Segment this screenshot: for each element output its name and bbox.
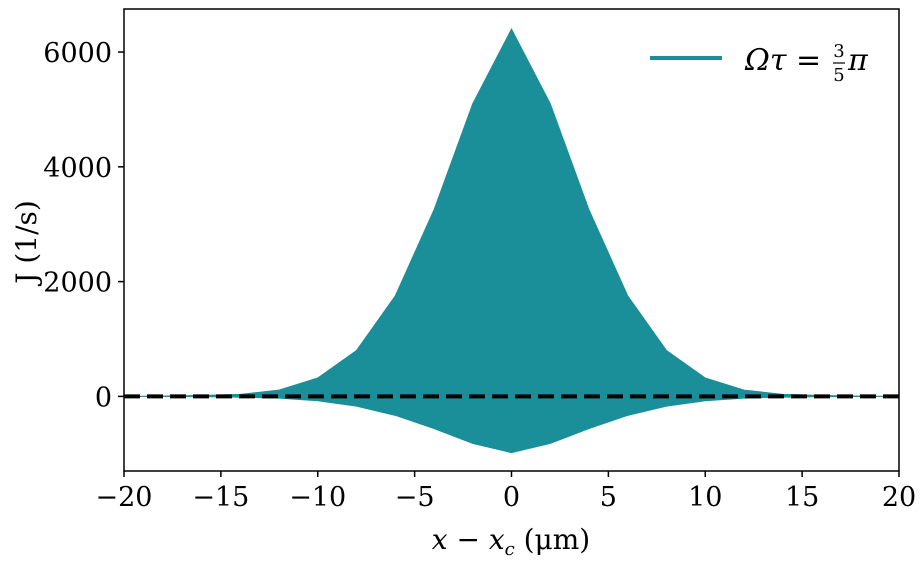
x-axis: −20 −15 −10 −5 0 5 10 15 20 <box>96 471 916 513</box>
legend-frac-den: 5 <box>833 65 844 86</box>
x-tick-label: 15 <box>785 482 819 513</box>
y-axis-label: J (1/s) <box>10 200 43 287</box>
y-tick-label: 0 <box>95 382 112 413</box>
series-band <box>123 28 900 454</box>
x-tick-label: 10 <box>688 482 722 513</box>
legend: Ωτ = 3 5 π <box>650 41 869 86</box>
y-tick-label: 4000 <box>43 153 112 184</box>
x-tick-label: 20 <box>882 482 916 513</box>
y-axis: 0 2000 4000 6000 <box>43 38 124 413</box>
x-tick-label: −20 <box>96 482 153 513</box>
x-tick-label: −10 <box>289 482 346 513</box>
plot-area <box>123 8 900 472</box>
legend-pi: π <box>847 43 869 78</box>
y-tick-label: 6000 <box>43 38 112 69</box>
legend-label: Ωτ = <box>744 43 821 78</box>
x-tick-label: 5 <box>600 482 617 513</box>
x-tick-label: −5 <box>395 482 435 513</box>
x-tick-label: −15 <box>192 482 249 513</box>
x-tick-label: 0 <box>503 482 520 513</box>
x-axis-label: x − xc (μm) <box>432 523 590 560</box>
legend-frac-num: 3 <box>833 41 844 62</box>
y-tick-label: 2000 <box>43 268 112 299</box>
